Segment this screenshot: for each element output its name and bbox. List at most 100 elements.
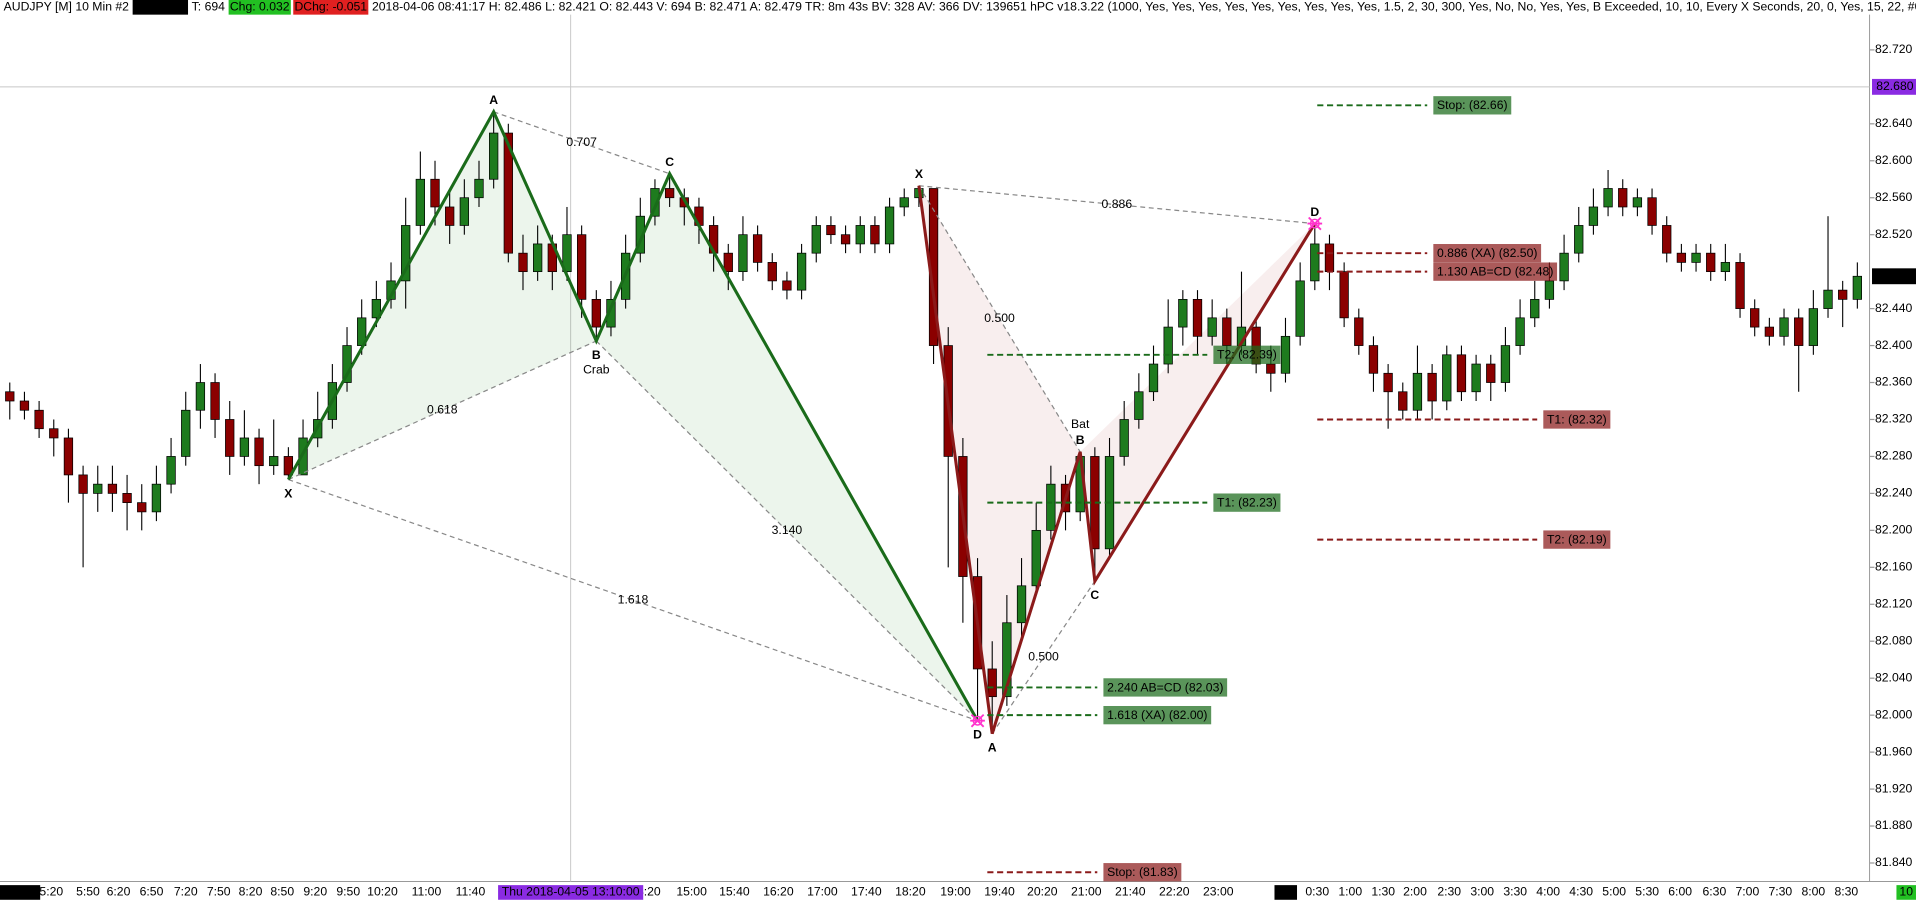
candle-body (1442, 354, 1452, 402)
candle-body (63, 437, 74, 476)
candle-body (855, 225, 865, 245)
level-box (1433, 96, 1512, 115)
y-tick-label: 82.360 (1875, 375, 1913, 389)
candle-body (1779, 317, 1789, 337)
candle-body (1574, 225, 1584, 254)
x-tick-label: 3:30 (1503, 885, 1527, 899)
candle-body (635, 215, 645, 254)
session-label: 4-6 (1277, 885, 1295, 899)
x-tick-label: 7:00 (1735, 885, 1759, 899)
ratio-label: 1.618 (618, 592, 649, 606)
crosshair-price-box (1872, 78, 1916, 95)
candle-body (811, 225, 821, 254)
level-label: T1: (82.32) (1547, 412, 1607, 426)
x-tick-label: 8:30 (1834, 885, 1858, 899)
corner-box (1896, 885, 1916, 900)
pattern-leg (287, 108, 979, 722)
y-tick-label: 82.040 (1875, 670, 1913, 684)
x-tick-label: 8:50 (270, 885, 294, 899)
candle-body (1544, 280, 1555, 300)
candle-body (1339, 271, 1349, 319)
x-tick-label: 1:30 (1371, 885, 1395, 899)
x-tick-label: 2:00 (1403, 885, 1427, 899)
crosshair-time-box (498, 885, 644, 900)
point-label: A (988, 741, 997, 755)
header-text: AUDJPY [M] 10 Min #2 (4, 0, 130, 14)
x-tick-label: 11:00 (412, 885, 442, 899)
candle-body (1310, 243, 1320, 282)
candle-body (503, 132, 513, 254)
completion-marker (1309, 218, 1320, 229)
x-tick-label: 9:20 (303, 885, 327, 899)
pattern-leg (917, 185, 1317, 735)
candle-body (1647, 197, 1657, 226)
candle-body (489, 132, 499, 180)
ratio-label: 0.500 (984, 311, 1015, 325)
candle-body (195, 382, 206, 411)
candle-body (1706, 252, 1716, 273)
last-price-box (1872, 268, 1916, 285)
candle-body (225, 419, 235, 457)
y-tick-label: 82.160 (1875, 560, 1913, 574)
candle-body (870, 225, 880, 245)
candle-body (840, 234, 851, 245)
x-tick-label: 0:30 (1305, 885, 1329, 899)
candle-body (1134, 391, 1144, 420)
candle-body (767, 262, 777, 282)
ratio-label: 3.140 (772, 523, 803, 537)
y-tick-label: 82.200 (1875, 523, 1913, 537)
point-label: X (915, 167, 924, 181)
point-label: D (973, 728, 982, 742)
candle-body (1471, 363, 1481, 393)
x-tick-label: 7:20 (174, 885, 198, 899)
header-badge (293, 0, 369, 15)
ratio-label: 0.707 (566, 135, 597, 149)
point-label: A (489, 93, 498, 107)
y-tick-label: 82.720 (1875, 42, 1913, 56)
x-tick-label: 22:20 (1159, 885, 1190, 899)
candle-body (1398, 391, 1408, 411)
candle-body (576, 234, 587, 300)
x-tick-label: 10:20 (367, 885, 398, 899)
candle-body (1632, 197, 1643, 208)
candle-body (826, 225, 836, 236)
x-tick-label: 20:20 (1027, 885, 1058, 899)
candle-body (782, 280, 792, 291)
y-tick-label: 82.000 (1875, 707, 1913, 721)
header-text: Chg: 0.032 (230, 0, 290, 14)
session-box (1274, 885, 1298, 900)
candle-body (1016, 585, 1027, 624)
candle-body (723, 252, 733, 273)
level-box (1543, 410, 1611, 429)
pattern-name: Crab (583, 362, 610, 376)
x-tick-label: 15:00 (676, 885, 707, 899)
crosshair-price-label: 82.680 (1876, 79, 1914, 93)
candle-body (474, 178, 484, 199)
candle-body (796, 252, 807, 291)
level-box (1213, 345, 1281, 364)
completion-marker (972, 715, 983, 726)
candle-body (1324, 243, 1335, 273)
candle-body (298, 437, 308, 476)
candle-body (1207, 317, 1217, 337)
level-label: T2: (82.39) (1217, 348, 1277, 362)
level-box (1433, 262, 1558, 281)
candle-body (371, 298, 382, 319)
x-tick-label: 17:40 (851, 885, 882, 899)
candle-body (1735, 262, 1745, 309)
level-box (1103, 705, 1212, 725)
y-tick-label: 82.400 (1875, 338, 1913, 352)
candle-body (533, 243, 543, 273)
x-tick-label: 5:30 (1635, 885, 1659, 899)
candle-body (34, 409, 44, 430)
y-tick-label: 82.640 (1875, 116, 1913, 130)
candle-body (1412, 372, 1423, 411)
candle-body (181, 409, 191, 457)
x-tick-label: 6:50 (140, 885, 164, 899)
y-tick-label: 82.080 (1875, 633, 1913, 647)
y-tick-label: 82.120 (1875, 596, 1913, 610)
candle-body (151, 483, 162, 513)
corner-label: 10 (1899, 885, 1913, 899)
y-tick-label: 82.440 (1875, 301, 1913, 315)
candle-body (137, 502, 147, 513)
